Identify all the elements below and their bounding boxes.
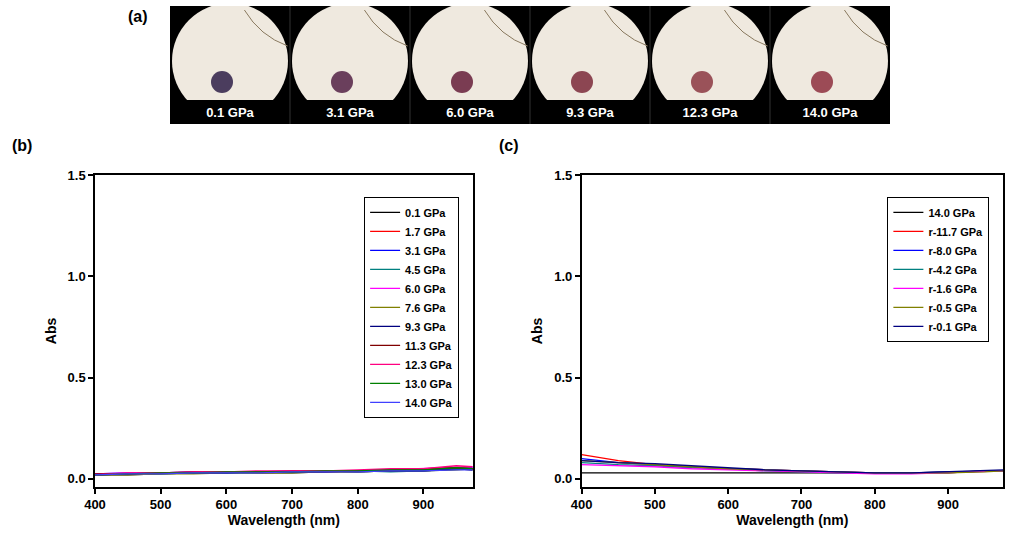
svg-text:14.0 GPa: 14.0 GPa (405, 397, 452, 409)
svg-text:(b): (b) (12, 137, 32, 154)
svg-text:1.5: 1.5 (554, 168, 572, 183)
svg-text:500: 500 (644, 497, 666, 512)
svg-text:(a): (a) (128, 8, 148, 25)
svg-text:14.0 GPa: 14.0 GPa (928, 207, 975, 219)
svg-text:700: 700 (281, 497, 303, 512)
svg-text:6.0 GPa: 6.0 GPa (446, 105, 494, 120)
svg-text:0.1 GPa: 0.1 GPa (206, 105, 254, 120)
svg-text:r-0.1 GPa: r-0.1 GPa (928, 321, 977, 333)
svg-text:0.0: 0.0 (554, 471, 572, 486)
svg-text:r-11.7 GPa: r-11.7 GPa (928, 226, 983, 238)
svg-text:(c): (c) (499, 137, 519, 154)
svg-text:700: 700 (791, 497, 813, 512)
svg-text:12.3 GPa: 12.3 GPa (683, 105, 739, 120)
svg-text:800: 800 (347, 497, 369, 512)
svg-text:400: 400 (84, 497, 106, 512)
svg-text:600: 600 (216, 497, 238, 512)
svg-text:r-4.2 GPa: r-4.2 GPa (928, 264, 977, 276)
svg-text:0.1 GPa: 0.1 GPa (405, 207, 446, 219)
svg-text:400: 400 (571, 497, 593, 512)
svg-text:9.3 GPa: 9.3 GPa (566, 105, 614, 120)
svg-text:Wavelength (nm): Wavelength (nm) (228, 512, 340, 528)
svg-text:800: 800 (864, 497, 886, 512)
svg-text:900: 900 (413, 497, 435, 512)
svg-text:0.5: 0.5 (68, 370, 86, 385)
svg-text:0.0: 0.0 (68, 471, 86, 486)
svg-text:1.0: 1.0 (68, 269, 86, 284)
svg-text:r-1.6 GPa: r-1.6 GPa (928, 283, 977, 295)
svg-text:0.5: 0.5 (554, 370, 572, 385)
svg-text:500: 500 (150, 497, 172, 512)
svg-text:6.0 GPa: 6.0 GPa (405, 283, 446, 295)
svg-text:r-0.5 GPa: r-0.5 GPa (928, 302, 977, 314)
svg-text:Abs: Abs (529, 318, 545, 345)
svg-text:3.1 GPa: 3.1 GPa (405, 245, 446, 257)
svg-text:9.3 GPa: 9.3 GPa (405, 321, 446, 333)
svg-text:1.5: 1.5 (68, 168, 86, 183)
svg-text:12.3 GPa: 12.3 GPa (405, 359, 452, 371)
svg-text:Wavelength (nm): Wavelength (nm) (736, 512, 848, 528)
svg-text:1.7 GPa: 1.7 GPa (405, 226, 446, 238)
svg-text:1.0: 1.0 (554, 269, 572, 284)
svg-text:r-8.0 GPa: r-8.0 GPa (928, 245, 977, 257)
svg-text:600: 600 (717, 497, 739, 512)
svg-text:7.6 GPa: 7.6 GPa (405, 302, 446, 314)
svg-text:Abs: Abs (43, 318, 59, 345)
svg-text:3.1 GPa: 3.1 GPa (326, 105, 374, 120)
svg-text:13.0 GPa: 13.0 GPa (405, 378, 452, 390)
svg-text:11.3 GPa: 11.3 GPa (405, 340, 452, 352)
svg-text:14.0 GPa: 14.0 GPa (803, 105, 859, 120)
svg-text:4.5 GPa: 4.5 GPa (405, 264, 446, 276)
svg-text:900: 900 (937, 497, 959, 512)
